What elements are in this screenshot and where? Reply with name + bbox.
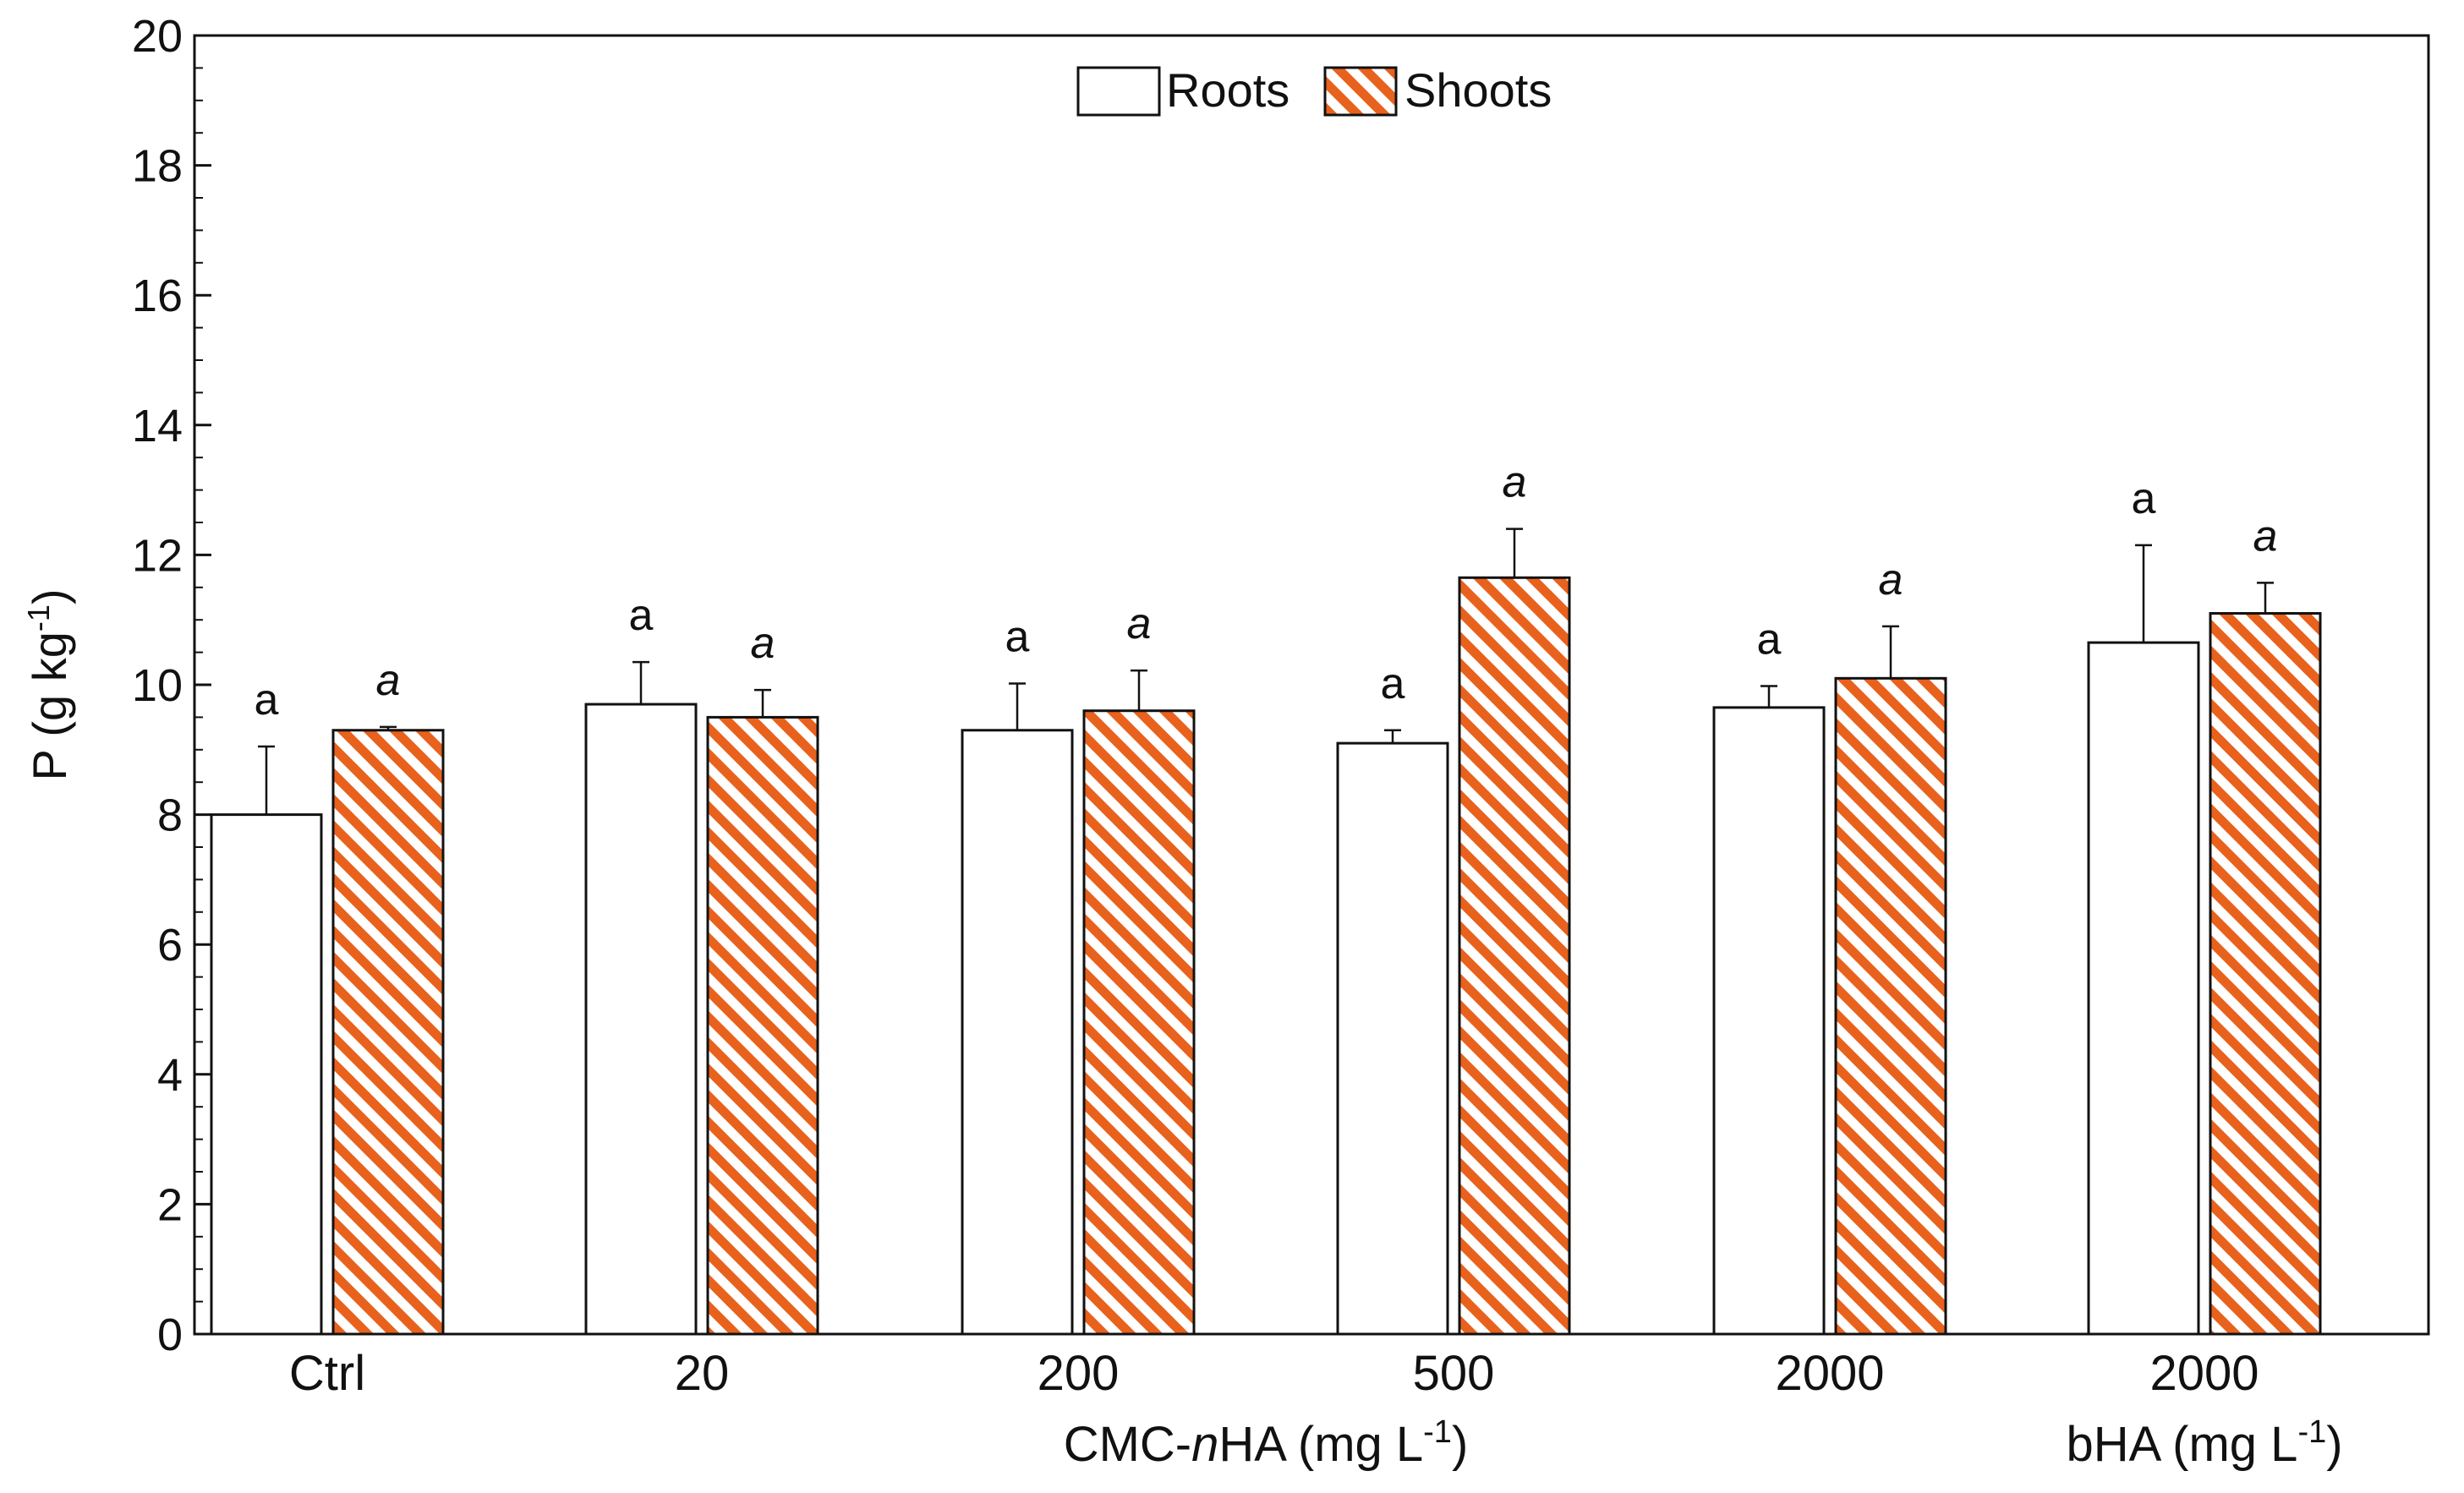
x-tick-label-5: 2000 [2149,1346,2259,1401]
sig-letter-roots-5: a [2132,474,2156,523]
legend-label-shoots: Shoots [1404,63,1552,117]
x-tick-label-2: 200 [1038,1346,1120,1401]
y-axis-title: P (g kg-1) [21,588,76,780]
bar-shoots-1 [706,715,819,1336]
sig-letter-roots-1: a [629,591,654,640]
bar-shoots-5 [2209,612,2322,1336]
x-tick-label-4: 2000 [1775,1346,1884,1401]
y-tick-label: 0 [157,1310,183,1360]
bar-roots-1 [584,703,698,1336]
bar-shoots-3 [1458,576,1571,1336]
bar-roots-4 [1712,706,1826,1336]
y-tick-label: 20 [132,11,183,62]
y-tick-label: 16 [132,271,183,321]
bar-roots-0 [210,813,323,1336]
legend-label-roots: Roots [1166,63,1289,117]
legend-swatch-roots [1076,66,1161,117]
x-tick-label-3: 500 [1413,1346,1495,1401]
legend: Roots Shoots [1076,63,1552,117]
sig-letter-roots-3: a [1381,659,1405,708]
bar-roots-3 [1336,741,1449,1336]
y-tick-label: 18 [132,141,183,192]
x-group-label-cmc-nha: CMC-nHA (mg L-1) [1064,1414,1469,1472]
sig-letter-shoots-3: a [1503,458,1527,507]
legend-swatch-shoots [1323,66,1398,117]
bar-roots-5 [2087,641,2200,1336]
sig-letter-shoots-5: a [2253,511,2278,561]
sig-letter-roots-0: a [255,675,279,725]
bar-shoots-2 [1082,709,1196,1336]
x-tick-label-1: 20 [675,1346,730,1401]
bar-roots-2 [961,729,1074,1336]
x-tick-label-0: Ctrl [289,1346,365,1401]
bar-shoots-4 [1834,676,1947,1336]
y-tick-label: 4 [157,1050,183,1101]
y-tick-label: 12 [132,530,183,581]
y-tick-label: 2 [157,1179,183,1230]
sig-letter-shoots-0: a [376,656,401,705]
y-tick-label: 10 [132,660,183,711]
sig-letter-roots-4: a [1757,615,1782,664]
sig-letter-shoots-2: a [1127,599,1152,648]
sig-letter-shoots-4: a [1879,555,1903,604]
y-tick-label: 14 [132,401,183,451]
sig-letter-shoots-1: a [751,619,775,668]
y-tick-label: 6 [157,920,183,971]
bar-shoots-0 [331,729,445,1336]
x-group-label-bha: bHA (mg L-1) [2066,1414,2342,1472]
y-tick-label: 8 [157,790,183,841]
sig-letter-roots-2: a [1005,612,1030,661]
